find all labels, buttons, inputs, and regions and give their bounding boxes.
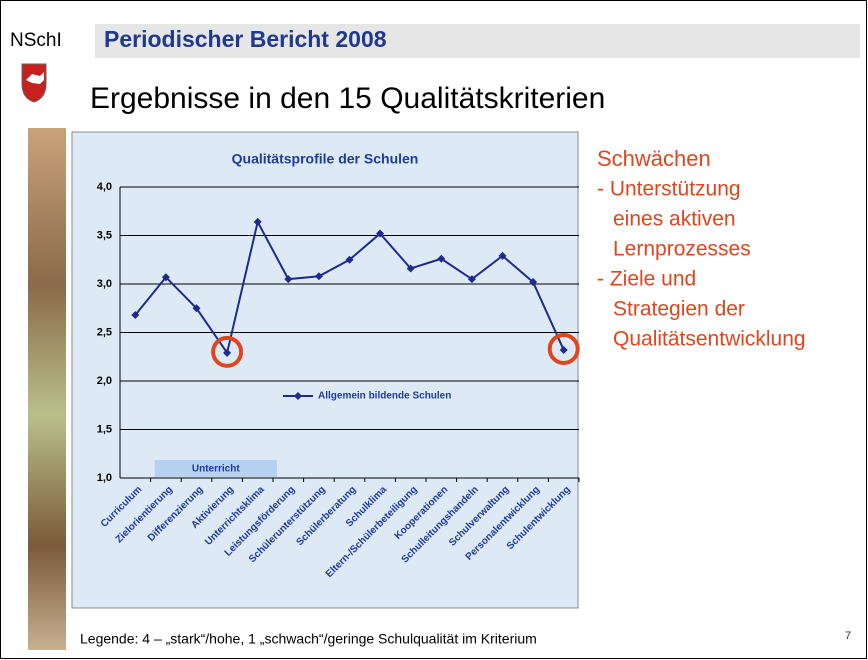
y-tick-label: 2,0	[97, 375, 112, 387]
header: Periodischer Bericht 2008	[104, 26, 387, 52]
side-line: Strategien der	[613, 298, 745, 321]
y-tick-label: 1,0	[97, 472, 112, 484]
side-line: Qualitätsentwicklung	[613, 328, 806, 351]
y-tick-label: 2,5	[97, 326, 112, 338]
side-heading: Schwächen	[597, 146, 711, 171]
side-line: Lernprozesses	[613, 238, 751, 261]
legend-label: Allgemein bildende Schulen	[318, 391, 451, 402]
footer: Legende: 4 – „stark“/hohe, 1 „schwach“/g…	[80, 631, 537, 647]
y-tick-label: 3,5	[97, 229, 112, 241]
chart-title: Qualitätsprofile der Schulen	[232, 151, 419, 167]
side-line: - Unterstützung	[597, 178, 741, 201]
logo-text: NSchI	[10, 30, 62, 51]
image-strip	[28, 128, 66, 650]
slide: NSchI Periodischer Bericht 2008 Ergebnis…	[0, 0, 868, 660]
side-line: - Ziele und	[597, 268, 696, 291]
y-tick-label: 3,0	[97, 278, 112, 290]
page-number: 7	[845, 630, 851, 642]
side-line: eines aktiven	[613, 208, 736, 231]
group-label: Unterricht	[192, 464, 240, 475]
slide-title: Ergebnisse in den 15 Qualitätskriterien	[90, 82, 605, 115]
y-tick-label: 4,0	[97, 181, 112, 193]
y-tick-label: 1,5	[97, 423, 112, 435]
